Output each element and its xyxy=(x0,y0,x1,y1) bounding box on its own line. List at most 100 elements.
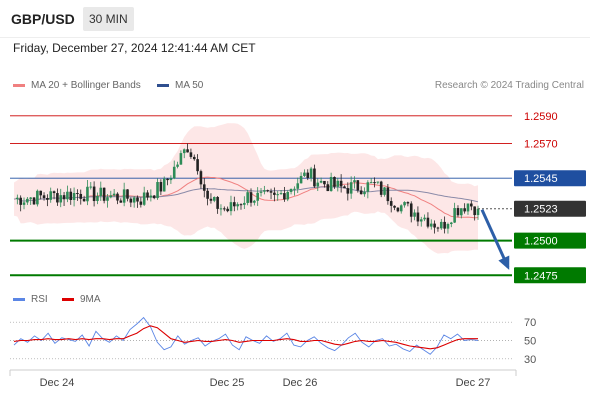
forecast-arrow-shaft xyxy=(480,209,510,268)
candle-body xyxy=(473,206,476,216)
level-label: 1.2500 xyxy=(524,236,558,248)
legend-rsi: RSI xyxy=(13,294,48,305)
candle-body xyxy=(206,190,209,199)
ma9-swatch xyxy=(62,298,74,301)
candle-body xyxy=(52,191,56,194)
legend-9ma: 9MA xyxy=(62,294,101,305)
candle-body xyxy=(99,187,103,196)
candle-body xyxy=(189,152,193,157)
timeframe-button[interactable]: 30 MIN xyxy=(83,7,134,31)
candle-body xyxy=(66,191,69,200)
candle-body xyxy=(416,212,420,222)
candle-body xyxy=(146,192,149,198)
ma50-swatch xyxy=(157,84,169,87)
candle-body xyxy=(246,192,249,203)
candle-body xyxy=(236,204,239,207)
last-price-label: 1.2523 xyxy=(524,204,558,216)
candle-body xyxy=(346,188,350,194)
candle-body xyxy=(436,227,440,229)
candle-body xyxy=(176,164,179,167)
candle-body xyxy=(263,190,266,192)
candle-body xyxy=(212,196,216,201)
candle-body xyxy=(286,191,290,200)
level-label: 1.2590 xyxy=(524,111,558,123)
candle-body xyxy=(266,190,269,192)
last-price-box xyxy=(514,200,586,217)
rsi-series-9ma xyxy=(13,325,478,350)
candle-body xyxy=(349,182,353,194)
candle-body xyxy=(86,186,89,202)
level-label-box xyxy=(514,267,586,284)
level-label-box xyxy=(514,232,586,249)
candle-body xyxy=(403,202,406,206)
candle-body xyxy=(56,193,59,203)
candle-body xyxy=(426,217,430,227)
candle-body xyxy=(309,168,313,178)
candle-body xyxy=(386,187,390,202)
candle-body xyxy=(196,159,199,172)
candle-body xyxy=(379,181,383,195)
datetime-label: Friday, December 27, 2024 12:41:44 AM CE… xyxy=(13,41,256,55)
candle-body xyxy=(152,195,156,199)
candle-body xyxy=(109,195,113,198)
candle-body xyxy=(132,197,136,203)
candle-body xyxy=(333,176,336,187)
candle-body xyxy=(423,217,426,220)
header-divider xyxy=(0,37,590,38)
candle-body xyxy=(156,182,159,199)
candle-body xyxy=(339,180,343,187)
candle-body xyxy=(119,200,123,203)
candle-body xyxy=(106,197,109,201)
candle-body xyxy=(186,149,189,153)
ma20-swatch xyxy=(13,84,25,87)
candle-body xyxy=(19,197,22,205)
candle-body xyxy=(36,190,39,205)
candle-body xyxy=(136,197,139,202)
candle-body xyxy=(326,184,330,192)
candle-body xyxy=(62,195,66,200)
candle-body xyxy=(256,192,259,201)
candle-body xyxy=(303,172,306,176)
candle-body xyxy=(369,182,373,184)
candle-body xyxy=(409,203,413,217)
candle-body xyxy=(239,204,243,206)
x-tick-label: Dec 25 xyxy=(210,377,245,389)
candle-body xyxy=(26,198,29,203)
candle-body xyxy=(363,191,366,195)
candle-body xyxy=(243,202,246,205)
candle-body xyxy=(209,198,213,201)
candle-body xyxy=(202,184,206,191)
level-label: 1.2545 xyxy=(524,173,558,185)
chart-header: GBP/USD 30 MIN xyxy=(0,0,590,38)
candle-body xyxy=(269,191,273,193)
candle-body xyxy=(179,153,183,165)
candle-body xyxy=(223,208,226,210)
candle-body xyxy=(42,195,46,199)
candle-body xyxy=(122,189,126,203)
candle-body xyxy=(102,187,106,201)
candle-body xyxy=(229,202,233,212)
candle-body xyxy=(249,192,253,203)
candle-body xyxy=(476,208,480,216)
ma20-line xyxy=(13,176,479,219)
rsi-swatch xyxy=(13,298,25,301)
candle-body xyxy=(182,149,186,154)
candle-body xyxy=(162,178,166,192)
candle-body xyxy=(273,192,276,195)
candle-body xyxy=(313,168,316,187)
candle-body xyxy=(406,202,410,204)
candle-body xyxy=(46,198,49,200)
candle-body xyxy=(383,187,386,195)
candle-body xyxy=(259,191,263,193)
candle-body xyxy=(233,202,236,207)
candle-body xyxy=(16,197,19,200)
candle-body xyxy=(456,208,460,216)
candle-body xyxy=(329,176,333,192)
candle-body xyxy=(79,193,83,199)
bollinger-band xyxy=(14,123,478,254)
candle-body xyxy=(192,156,196,160)
candle-body xyxy=(399,205,403,212)
candle-body xyxy=(139,201,143,205)
candle-body xyxy=(343,186,346,189)
